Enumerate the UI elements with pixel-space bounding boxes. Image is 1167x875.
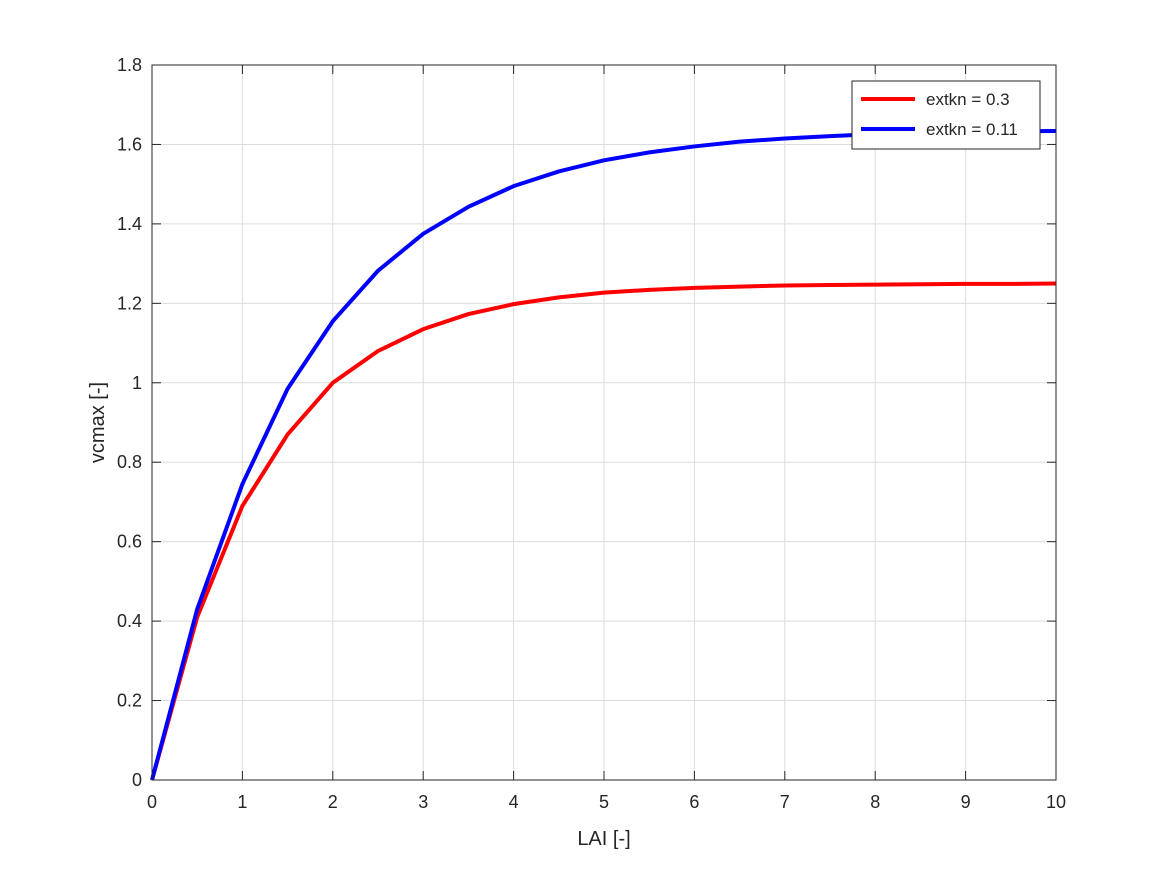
y-tick-label: 0.6 [117, 532, 142, 552]
x-tick-label: 8 [870, 792, 880, 812]
legend-box [851, 80, 1041, 150]
x-tick-label: 5 [599, 792, 609, 812]
x-tick-label: 10 [1046, 792, 1066, 812]
y-tick-label: 1.4 [117, 214, 142, 234]
x-tick-label: 7 [780, 792, 790, 812]
x-axis-label: LAI [-] [577, 828, 630, 850]
y-tick-label: 0.8 [117, 452, 142, 472]
y-tick-label: 1.6 [117, 134, 142, 154]
x-tick-label: 0 [147, 792, 157, 812]
series-line [150, 281, 1057, 781]
y-tick-label: 1.2 [117, 293, 142, 313]
legend-entry: extkn = 0.3 [926, 90, 1010, 109]
y-tick-label: 0.4 [117, 611, 142, 631]
x-tick-label: 3 [418, 792, 428, 812]
y-tick-label: 1 [132, 373, 142, 393]
x-tick-label: 2 [328, 792, 338, 812]
x-tick-label: 6 [689, 792, 699, 812]
axis-ticks: 0 1 2 3 4 5 6 7 8 9 10 0 0.2 0.4 0.6 0.8 1 1.2 1.4 1.6 1.8 [117, 55, 1066, 812]
legend-entry: extkn = 0.11 [926, 120, 1018, 139]
x-tick-label: 9 [961, 792, 971, 812]
y-axis-label: vcmax [-] [87, 382, 109, 463]
y-tick-label: 0.2 [117, 691, 142, 711]
grid [151, 64, 1057, 781]
x-tick-label: 4 [509, 792, 519, 812]
x-tick-label: 1 [237, 792, 247, 812]
y-tick-label: 0 [132, 770, 142, 790]
legend: extkn = 0.3 extkn = 0.11 [851, 80, 1041, 150]
y-tick-label: 1.8 [117, 55, 142, 75]
